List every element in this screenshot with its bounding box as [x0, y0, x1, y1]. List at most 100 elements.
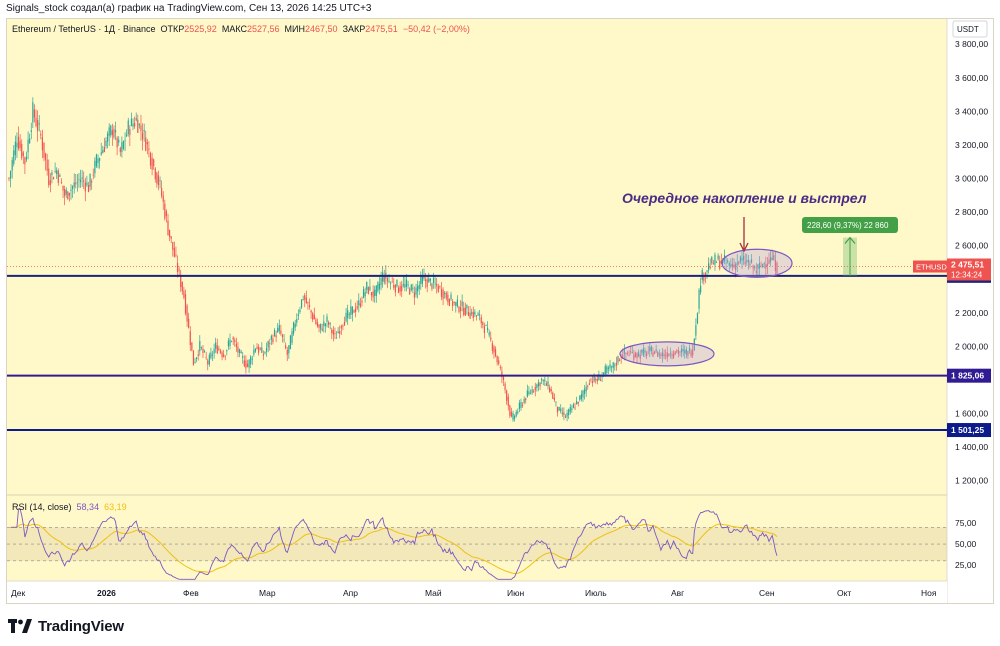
- candle-body: [178, 269, 180, 271]
- time-axis-label: Апр: [343, 588, 358, 598]
- candle-body: [122, 141, 125, 149]
- candle-body: [393, 284, 395, 288]
- candle-body: [148, 148, 150, 150]
- rsi-pane[interactable]: [7, 495, 947, 581]
- candle-body: [741, 258, 743, 261]
- candle-body: [259, 348, 261, 350]
- candle-body: [682, 349, 684, 352]
- candle-body: [447, 294, 449, 303]
- measure-box[interactable]: [802, 217, 898, 233]
- candle-body: [601, 376, 603, 378]
- candle-body: [386, 278, 389, 282]
- price-pane[interactable]: [7, 19, 947, 495]
- candle-body: [79, 179, 82, 183]
- candle-body: [258, 346, 260, 353]
- candle-body: [278, 325, 280, 332]
- candle-body: [418, 284, 420, 289]
- candle-body: [410, 284, 412, 291]
- candle-body: [313, 314, 315, 320]
- candle-body: [254, 348, 257, 352]
- candle-body: [735, 264, 737, 271]
- brand-name: TradingView: [38, 617, 124, 635]
- candle-body: [493, 346, 495, 353]
- level-price-label: 1 501,25: [951, 425, 984, 435]
- candle-body: [22, 152, 24, 156]
- candle-body: [184, 294, 187, 314]
- legend-symbol[interactable]: Ethereum / TetherUS · 1Д · Binance: [12, 24, 156, 34]
- rsi-tick: 25,00: [955, 560, 977, 570]
- candle-body: [261, 347, 263, 353]
- candle-body: [669, 353, 672, 355]
- candle-body: [598, 374, 600, 380]
- candle-body: [550, 388, 552, 392]
- annotation-text[interactable]: Очередное накопление и выстрел: [622, 190, 867, 206]
- accumulation-ellipse[interactable]: [619, 341, 715, 367]
- candle-body: [27, 139, 29, 153]
- candle-body: [296, 318, 298, 323]
- candle-body: [345, 312, 347, 322]
- candle-body: [459, 307, 462, 312]
- rsi-line[interactable]: [10, 508, 778, 580]
- chart-canvas[interactable]: USDT 3 800,00 3 600,00 3 400,00 3 200,00 3 00…: [7, 19, 993, 603]
- candle-body: [731, 263, 734, 267]
- candle-body: [173, 248, 175, 257]
- candle-body: [149, 152, 152, 166]
- candle-body: [539, 382, 541, 387]
- candle-body: [229, 339, 231, 346]
- candle-body: [99, 158, 101, 161]
- tradingview-brand[interactable]: TradingView: [8, 614, 124, 638]
- chart-frame[interactable]: USDT 3 800,00 3 600,00 3 400,00 3 200,00 3 00…: [6, 18, 994, 604]
- candle-body: [134, 122, 136, 127]
- candle-body: [671, 354, 673, 357]
- candle-body: [138, 124, 140, 126]
- candle-body: [362, 288, 365, 298]
- candle-body: [485, 325, 487, 326]
- candle-body: [19, 141, 21, 149]
- candle-body: [275, 335, 277, 338]
- candle-body: [46, 159, 48, 171]
- candle-body: [488, 332, 490, 336]
- candle-body: [307, 302, 309, 304]
- candle-body: [421, 275, 423, 284]
- candle-body: [754, 266, 756, 268]
- legend-close: 2475,51: [365, 24, 398, 34]
- legend-open: 2525,92: [184, 24, 217, 34]
- candle-body: [647, 351, 649, 353]
- candle-body: [156, 172, 158, 184]
- candle-body: [655, 349, 657, 352]
- candles[interactable]: [8, 97, 778, 422]
- price-tick: 2 000,00: [955, 341, 988, 351]
- candle-body: [312, 313, 314, 320]
- candle-body: [725, 262, 727, 264]
- candle-body: [649, 346, 651, 352]
- candle-body: [94, 160, 96, 174]
- candle-body: [113, 128, 115, 138]
- accumulation-ellipse[interactable]: [721, 248, 793, 278]
- time-axis[interactable]: [7, 581, 947, 603]
- rsi-title[interactable]: RSI (14, close): [12, 502, 72, 512]
- candle-body: [102, 150, 104, 154]
- price-axis[interactable]: [947, 19, 993, 603]
- candle-body: [480, 317, 482, 324]
- candle-body: [355, 308, 357, 313]
- candle-body: [143, 129, 145, 132]
- candle-body: [709, 266, 711, 269]
- candle-body: [272, 338, 274, 343]
- candle-body: [714, 254, 716, 265]
- candle-body: [64, 189, 66, 197]
- candle-body: [498, 360, 500, 364]
- candle-body: [607, 367, 610, 370]
- candle-body: [299, 309, 301, 313]
- candle-body: [434, 283, 436, 285]
- candle-body: [475, 315, 478, 317]
- candle-body: [708, 263, 710, 271]
- candle-body: [483, 325, 486, 333]
- candle-body: [146, 142, 148, 145]
- candle-body: [668, 353, 670, 357]
- candle-body: [717, 255, 719, 260]
- candle-body: [733, 264, 735, 268]
- currency-button[interactable]: [952, 20, 988, 38]
- candle-body: [688, 347, 691, 351]
- legend-low: 2467,50: [305, 24, 338, 34]
- candle-body: [544, 379, 546, 382]
